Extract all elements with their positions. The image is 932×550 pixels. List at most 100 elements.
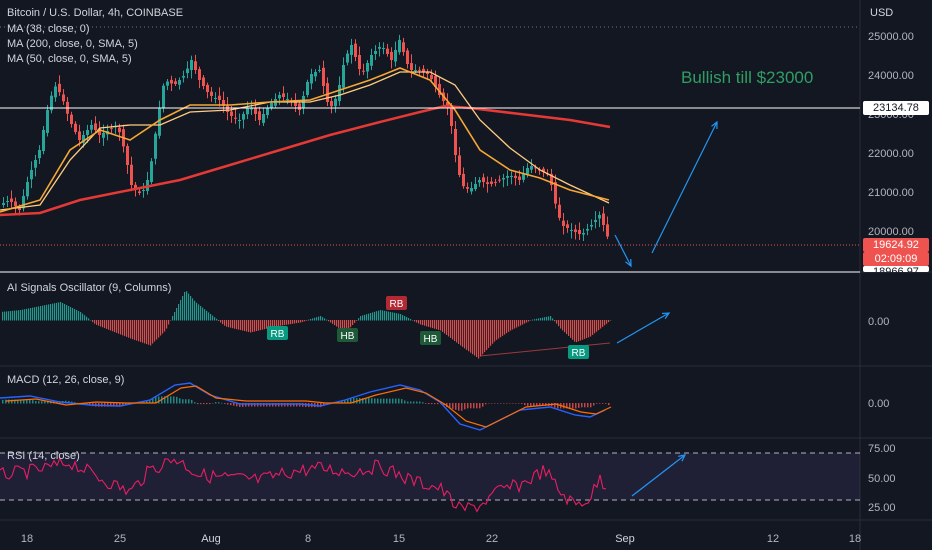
- macd-histogram-bar: [32, 400, 34, 404]
- oscillator-column: [426, 320, 428, 327]
- oscillator-column: [244, 320, 246, 332]
- signal-badge: [568, 345, 589, 359]
- price-candle: [154, 133, 157, 159]
- macd-histogram-bar: [209, 403, 211, 405]
- price-candle: [542, 168, 545, 172]
- oscillator-column: [158, 320, 160, 338]
- oscillator-column: [526, 320, 528, 323]
- oscillator-column: [2, 311, 4, 321]
- indicator-ma38[interactable]: MA (38, close, 0): [7, 23, 90, 35]
- oscillator-column: [268, 320, 270, 329]
- oscillator-column: [182, 296, 184, 321]
- oscillator-column: [336, 320, 338, 327]
- macd-histogram-bar: [269, 403, 271, 407]
- oscillator-column: [16, 310, 18, 321]
- oscillator-column: [548, 316, 550, 321]
- macd-histogram-bar: [47, 401, 49, 404]
- price-candle: [578, 230, 581, 234]
- macd-histogram-bar: [467, 403, 469, 409]
- oscillator-column: [290, 320, 292, 325]
- macd-histogram-bar: [389, 398, 391, 404]
- oscillator-column: [388, 311, 390, 321]
- ma50-line: [0, 71, 610, 211]
- price-candle: [366, 63, 369, 72]
- macd-histogram-bar: [473, 403, 475, 409]
- oscillator-column: [400, 314, 402, 321]
- macd-histogram-bar: [158, 396, 160, 404]
- macd-histogram-bar: [218, 402, 220, 404]
- oscillator-column: [34, 307, 36, 321]
- oscillator-column: [598, 320, 600, 331]
- macd-histogram-bar: [428, 403, 430, 405]
- price-axis-label: 21000.00: [868, 187, 914, 199]
- oscillator-column: [296, 320, 298, 324]
- oscillator-column: [390, 312, 392, 321]
- macd-histogram-bar: [251, 403, 253, 407]
- macd-histogram-bar: [221, 402, 223, 404]
- oscillator-column: [82, 313, 84, 321]
- oscillator-column: [240, 320, 242, 331]
- oscillator-column: [562, 320, 564, 331]
- macd-histogram-bar: [215, 402, 217, 404]
- oscillator-column: [456, 320, 458, 343]
- macd-histogram-bar: [119, 403, 121, 407]
- price-candle: [558, 204, 561, 218]
- macd-histogram-bar: [239, 403, 241, 407]
- forecast-arrow-down: [614, 234, 632, 267]
- oscillator-column: [198, 304, 200, 321]
- macd-histogram-bar: [479, 403, 481, 409]
- oscillator-column: [496, 320, 498, 340]
- macd-histogram-bar: [290, 403, 292, 407]
- oscillator-column: [126, 320, 128, 337]
- price-candle: [46, 110, 49, 133]
- oscillator-column: [128, 320, 130, 338]
- macd-histogram-bar: [494, 403, 496, 404]
- price-candle: [490, 181, 493, 184]
- price-candle: [238, 120, 241, 121]
- macd-histogram-bar: [578, 403, 580, 408]
- macd-histogram-bar: [491, 403, 493, 404]
- oscillator-column: [228, 320, 230, 328]
- oscillator-column: [522, 320, 524, 325]
- oscillator-column: [272, 320, 274, 328]
- oscillator-column: [208, 312, 210, 321]
- oscillator-column: [412, 320, 414, 321]
- oscillator-column: [110, 320, 112, 331]
- macd-histogram-bar: [527, 403, 529, 406]
- oscillator-column: [266, 320, 268, 329]
- macd-histogram-bar: [401, 399, 403, 404]
- price-candle: [602, 213, 605, 225]
- oscillator-column: [216, 318, 218, 321]
- time-axis-label: Aug: [201, 533, 221, 545]
- oscillator-column: [148, 320, 150, 345]
- oscillator-column: [74, 309, 76, 321]
- macd-title[interactable]: MACD (12, 26, close, 9): [7, 374, 125, 386]
- oscillator-column: [50, 304, 52, 321]
- indicator-ma200[interactable]: MA (200, close, 0, SMA, 5): [7, 38, 138, 50]
- price-candle: [294, 101, 297, 106]
- oscillator-column: [578, 320, 580, 342]
- macd-histogram-bar: [395, 398, 397, 404]
- oscillator-title[interactable]: AI Signals Oscillator (9, Columns): [7, 282, 172, 294]
- price-candle: [30, 170, 33, 180]
- oscillator-column: [48, 304, 50, 321]
- macd-histogram-bar: [500, 403, 502, 404]
- indicator-ma50[interactable]: MA (50, close, 0, SMA, 5): [7, 53, 132, 65]
- signal-badge: [337, 328, 358, 342]
- price-candle: [222, 99, 225, 106]
- oscillator-column: [112, 320, 114, 332]
- macd-histogram-bar: [260, 403, 262, 407]
- rsi-title[interactable]: RSI (14, close): [7, 450, 80, 462]
- oscillator-column: [486, 320, 488, 351]
- time-axis-label: 12: [767, 533, 779, 545]
- oscillator-column: [176, 308, 178, 321]
- oscillator-column: [536, 318, 538, 321]
- oscillator-column: [300, 320, 302, 323]
- bullish-annotation[interactable]: Bullish till $23000: [681, 68, 814, 87]
- oscillator-column: [298, 320, 300, 323]
- oscillator-column: [234, 320, 236, 329]
- oscillator-column: [406, 317, 408, 321]
- macd-histogram-bar: [17, 399, 19, 404]
